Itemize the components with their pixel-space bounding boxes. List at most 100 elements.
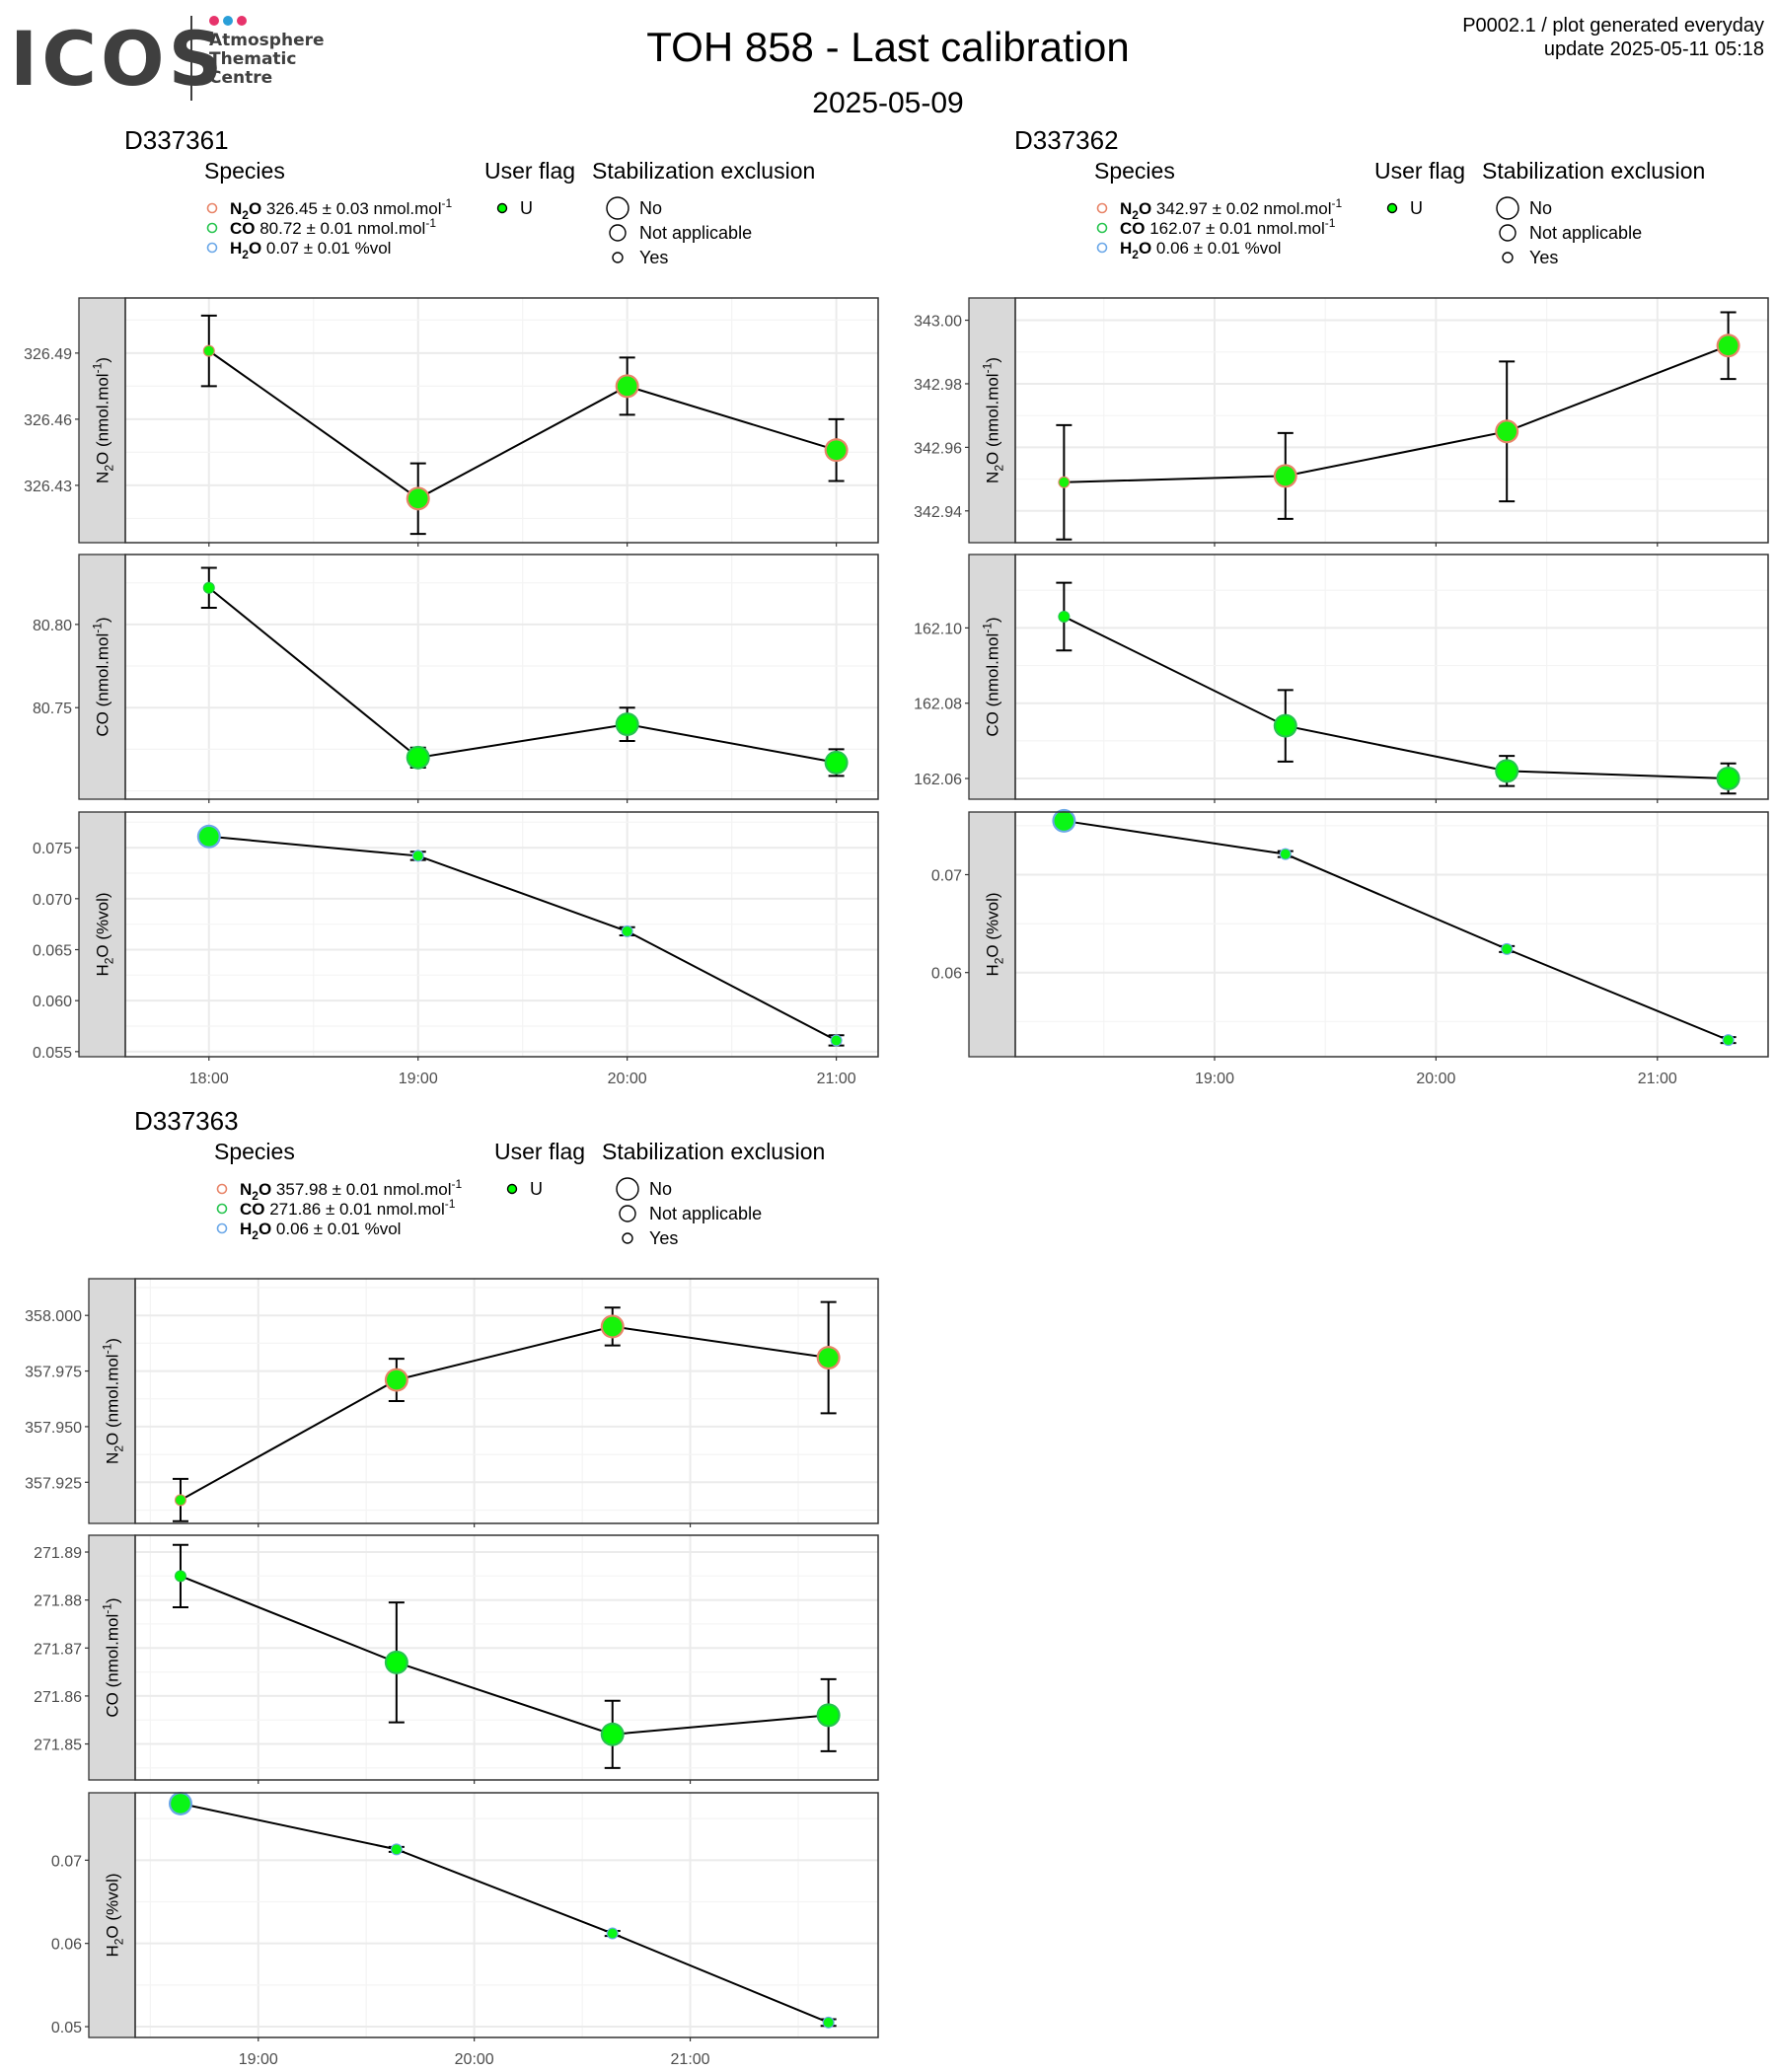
legend-species-entry: CO 271.86 ± 0.01 nmol.mol-1 — [240, 1197, 456, 1219]
data-point — [176, 1495, 185, 1506]
y-tick-label: 0.055 — [33, 1045, 72, 1062]
y-tick-label: 162.08 — [914, 697, 962, 713]
data-point — [1054, 811, 1074, 831]
y-tick-label: 0.070 — [33, 892, 72, 909]
panel-frame — [124, 297, 879, 544]
x-tick-label: 19:00 — [239, 2051, 278, 2068]
panel-background — [125, 812, 878, 1057]
data-point — [387, 1653, 407, 1672]
legend-species-entry: CO 80.72 ± 0.01 nmol.mol-1 — [230, 216, 436, 238]
legend-species-key — [1096, 202, 1108, 214]
series-line — [180, 1802, 830, 2024]
y-tick-label: 0.065 — [33, 943, 72, 960]
legend-user-flag-title: User flag — [484, 158, 575, 184]
panel-ylabel: CO (nmol.mol-1) — [101, 1597, 122, 1717]
panel-strip — [78, 297, 126, 544]
panel-frame — [124, 554, 879, 800]
legend-stab-key — [606, 196, 629, 220]
x-tick-label: 21:00 — [671, 2051, 710, 2068]
data-point — [602, 1316, 623, 1337]
legend-stab-value: No — [649, 1179, 672, 1199]
y-tick-label: 0.06 — [931, 966, 962, 983]
legend-flag-value: U — [530, 1179, 543, 1199]
panel-ylabel: CO (nmol.mol-1) — [91, 617, 112, 736]
panel-0: 326.43 326.46 326.49 N2O (nmol.mol-1) — [24, 297, 879, 547]
series-line — [208, 586, 837, 764]
x-tick-label: 21:00 — [817, 1071, 856, 1087]
legend-stab-title: Stabilization exclusion — [602, 1139, 825, 1164]
y-tick-label: 80.80 — [33, 618, 72, 634]
legend-stab-title: Stabilization exclusion — [592, 158, 815, 184]
logo-sub-line-2: Thematic — [209, 49, 297, 69]
x-tick-label: 18:00 — [189, 1071, 229, 1087]
data-point — [1718, 335, 1739, 356]
panel-strip — [88, 1792, 136, 2038]
legend-species-title: Species — [214, 1139, 295, 1164]
legend-flag-value: U — [1410, 198, 1423, 218]
logo-sub-line-1: Atmosphere — [209, 31, 325, 50]
legend-stab-value: No — [639, 198, 662, 218]
legend-stab-key — [1496, 196, 1519, 220]
logo-divider — [190, 16, 192, 101]
legend-species-entry: N2O 342.97 ± 0.02 nmol.mol-1 — [1120, 196, 1342, 222]
legend-stab-key — [612, 252, 624, 263]
y-tick-label: 343.00 — [914, 314, 962, 331]
legend-species-title: Species — [1094, 158, 1175, 184]
data-point — [412, 851, 423, 861]
legend-stab-key — [619, 1205, 636, 1222]
panel-ylabel: N2O (nmol.mol-1) — [101, 1338, 126, 1464]
legend-flag-key — [1386, 202, 1398, 214]
y-tick-label: 0.07 — [51, 1853, 82, 1870]
legend-species-entry: H2O 0.06 ± 0.01 %vol — [1120, 239, 1281, 261]
legend-species-key — [1096, 242, 1108, 254]
series-line — [208, 349, 837, 500]
legend-stab-key — [609, 224, 627, 242]
x-tick-label: 21:00 — [1638, 1071, 1677, 1087]
panel-background — [125, 298, 878, 543]
y-tick-label: 342.96 — [914, 440, 962, 457]
y-tick-label: 342.98 — [914, 377, 962, 394]
panel-ylabel: H2O (%vol) — [984, 892, 1006, 976]
legend-species-entry: H2O 0.06 ± 0.01 %vol — [240, 1220, 401, 1242]
panel-frame — [134, 1792, 879, 2038]
logo-dot-3 — [237, 16, 247, 26]
series-line — [1064, 819, 1729, 1042]
series-line — [1064, 344, 1729, 483]
legend-stab-key — [616, 1177, 639, 1201]
logo-dot-1 — [209, 16, 219, 26]
series-line — [208, 835, 838, 1042]
panel-2: 0.05 0.06 0.07 H2O (%vol) — [51, 1791, 879, 2041]
legend-D337361: Species N2O 326.45 ± 0.03 nmol.mol-1CO 80… — [204, 158, 815, 267]
icos-logo: ICOS Atmosphere Thematic Centre — [10, 14, 345, 103]
logo-dot-2 — [223, 16, 233, 26]
y-tick-label: 0.075 — [33, 841, 72, 857]
panel-1: 162.06 162.08 162.10 CO (nmol.mol-1) — [914, 554, 1769, 803]
y-tick-label: 271.87 — [34, 1641, 82, 1658]
meta-line-2: update 2025-05-11 05:18 — [1543, 38, 1764, 60]
legend-species-key — [206, 222, 218, 234]
y-tick-label: 0.07 — [931, 867, 962, 884]
data-point — [203, 582, 214, 593]
legend-stab-key — [622, 1232, 633, 1244]
logo-wordmark: ICOS — [10, 15, 227, 103]
y-tick-label: 271.89 — [34, 1545, 82, 1562]
y-tick-label: 326.43 — [24, 479, 72, 495]
legend-stab-value: Not applicable — [1529, 223, 1642, 243]
panel-frame — [1014, 811, 1769, 1058]
data-point — [1275, 715, 1295, 736]
legend-stab-value: Not applicable — [649, 1204, 762, 1223]
data-point — [607, 1928, 618, 1939]
panel-frame — [124, 811, 879, 1058]
y-tick-label: 271.86 — [34, 1689, 82, 1706]
data-point — [622, 925, 632, 936]
legend-flag-key — [506, 1183, 518, 1195]
y-tick-label: 326.49 — [24, 346, 72, 363]
data-point — [1059, 612, 1070, 622]
x-tick-label: 20:00 — [455, 2051, 494, 2068]
x-tick-label: 20:00 — [1416, 1071, 1455, 1087]
page-subtitle: 2025-05-09 — [812, 87, 964, 119]
legend-stab-value: Yes — [639, 248, 668, 267]
panel-strip — [88, 1534, 136, 1781]
series-line — [180, 1575, 829, 1736]
